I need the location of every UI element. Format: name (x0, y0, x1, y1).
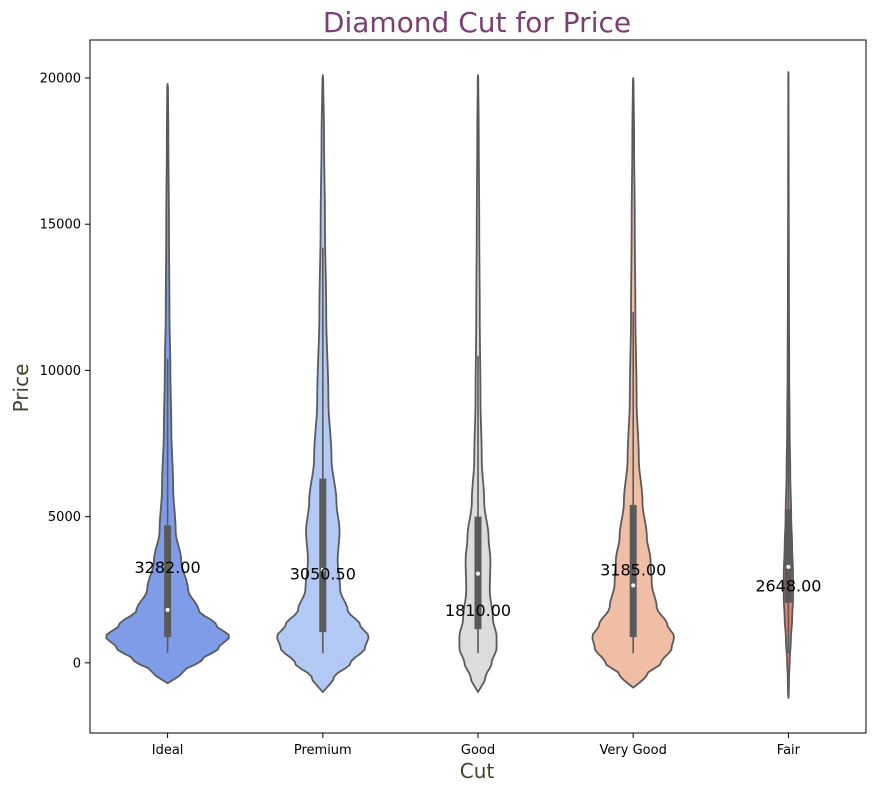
x-tick-label: Good (461, 743, 495, 758)
y-tick-label: 0 (73, 656, 81, 671)
median-point (165, 607, 170, 612)
chart-title: Diamond Cut for Price (323, 6, 631, 39)
x-tick-label: Fair (777, 743, 801, 758)
y-tick-label: 15000 (40, 218, 81, 233)
iqr-box (784, 509, 792, 603)
violin-very-good: 3185.00 (591, 77, 675, 689)
y-axis-title: Price (9, 364, 33, 413)
median-point (320, 567, 325, 572)
iqr-box (319, 478, 327, 633)
x-tick-label: Premium (294, 743, 352, 758)
y-tick-label: 5000 (48, 510, 81, 525)
x-tick-label: Ideal (152, 743, 184, 758)
iqr-box (164, 525, 172, 638)
median-point (786, 564, 791, 569)
median-point (476, 571, 480, 576)
x-axis-title: Cut (460, 759, 495, 783)
y-tick-label: 20000 (40, 72, 81, 87)
median-annotation: 3282.00 (135, 558, 201, 577)
violin-good: 1810.00 (445, 74, 511, 693)
y-axis: 0 5000 10000 15000 20000 (40, 72, 90, 671)
x-tick-label: Very Good (600, 743, 667, 758)
median-annotation: 1810.00 (445, 601, 511, 620)
median-annotation: 3185.00 (600, 561, 666, 580)
violin-ideal: 3282.00 (105, 82, 230, 685)
violin-premium: 3050.50 (276, 74, 370, 693)
median-annotation: 3050.50 (290, 565, 356, 584)
iqr-box (629, 504, 637, 638)
y-tick-label: 10000 (40, 364, 81, 379)
plot-area: 3282.00 3050.50 1810.00 3185.00 2648.00 (105, 71, 821, 699)
median-point (631, 583, 636, 588)
violin-fair: 2648.00 (755, 71, 821, 699)
x-axis: Ideal Premium Good Very Good Fair (152, 733, 801, 758)
median-annotation: 2648.00 (755, 576, 821, 595)
